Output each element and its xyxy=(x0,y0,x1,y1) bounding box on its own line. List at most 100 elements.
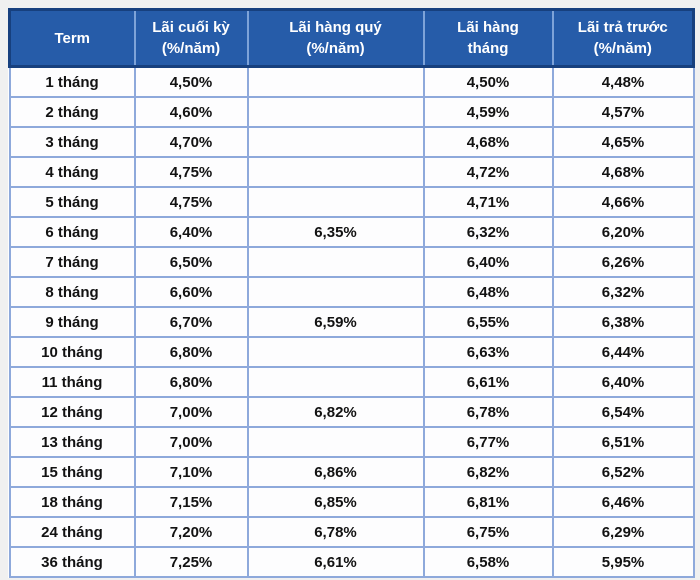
table-row: 4 tháng 4,75% 4,72% 4,68% xyxy=(8,156,695,188)
table-row: 6 tháng 6,40% 6,35% 6,32% 6,20% xyxy=(8,216,695,248)
lai-hang-thang-cell: 6,75% xyxy=(422,516,554,548)
column-header-term: Term xyxy=(8,8,136,68)
term-cell: 3 tháng xyxy=(8,126,136,158)
lai-hang-thang-cell: 6,63% xyxy=(422,336,554,368)
column-header-lai-hang-quy: Lãi hàng quý (%/năm) xyxy=(246,8,425,68)
lai-hang-thang-cell: 4,68% xyxy=(422,126,554,158)
table-row: 7 tháng 6,50% 6,40% 6,26% xyxy=(8,246,695,278)
term-cell: 5 tháng xyxy=(8,186,136,218)
lai-cuoi-ky-cell: 6,60% xyxy=(133,276,249,308)
term-cell: 11 tháng xyxy=(8,366,136,398)
lai-cuoi-ky-cell: 7,00% xyxy=(133,396,249,428)
term-cell: 1 tháng xyxy=(8,65,136,98)
lai-hang-thang-cell: 4,59% xyxy=(422,96,554,128)
lai-hang-quy-cell: 6,82% xyxy=(246,396,425,428)
lai-tra-truoc-cell: 6,38% xyxy=(551,306,695,338)
column-header-unit: (%/năm) xyxy=(306,40,365,57)
lai-cuoi-ky-cell: 4,75% xyxy=(133,156,249,188)
column-header-lai-cuoi-ky: Lãi cuối kỳ (%/năm) xyxy=(133,8,249,68)
term-cell: 24 tháng xyxy=(8,516,136,548)
lai-hang-quy-cell xyxy=(246,96,425,128)
table-row: 9 tháng 6,70% 6,59% 6,55% 6,38% xyxy=(8,306,695,338)
table-row: 18 tháng 7,15% 6,85% 6,81% 6,46% xyxy=(8,486,695,518)
lai-tra-truoc-cell: 4,68% xyxy=(551,156,695,188)
term-cell: 15 tháng xyxy=(8,456,136,488)
lai-tra-truoc-cell: 4,65% xyxy=(551,126,695,158)
lai-cuoi-ky-cell: 7,25% xyxy=(133,546,249,578)
column-header-unit: (%/năm) xyxy=(593,40,652,57)
interest-rate-table: Term Lãi cuối kỳ (%/năm) Lãi hàng quý (%/năm… xyxy=(8,8,695,578)
column-header-label: Lãi trả trước xyxy=(577,19,668,36)
table-row: 12 tháng 7,00% 6,82% 6,78% 6,54% xyxy=(8,396,695,428)
table-row: 8 tháng 6,60% 6,48% 6,32% xyxy=(8,276,695,308)
lai-hang-thang-cell: 6,40% xyxy=(422,246,554,278)
lai-cuoi-ky-cell: 4,75% xyxy=(133,186,249,218)
term-cell: 10 tháng xyxy=(8,336,136,368)
column-header-unit: (%/năm) xyxy=(161,40,221,57)
lai-tra-truoc-cell: 6,20% xyxy=(551,216,695,248)
lai-tra-truoc-cell: 6,51% xyxy=(551,426,695,458)
lai-hang-quy-cell: 6,59% xyxy=(246,306,425,338)
term-cell: 12 tháng xyxy=(8,396,136,428)
column-header-label: Term xyxy=(54,29,91,47)
lai-hang-thang-cell: 6,77% xyxy=(422,426,554,458)
term-cell: 7 tháng xyxy=(8,246,136,278)
term-cell: 6 tháng xyxy=(8,216,136,248)
lai-tra-truoc-cell: 5,95% xyxy=(551,546,695,578)
lai-hang-quy-cell xyxy=(246,426,425,458)
table-row: 10 tháng 6,80% 6,63% 6,44% xyxy=(8,336,695,368)
lai-tra-truoc-cell: 6,52% xyxy=(551,456,695,488)
lai-tra-truoc-cell: 6,32% xyxy=(551,276,695,308)
lai-cuoi-ky-cell: 4,60% xyxy=(133,96,249,128)
interest-rate-table-wrapper: Term Lãi cuối kỳ (%/năm) Lãi hàng quý (%/năm… xyxy=(8,8,695,578)
term-cell: 13 tháng xyxy=(8,426,136,458)
lai-tra-truoc-cell: 6,54% xyxy=(551,396,695,428)
lai-tra-truoc-cell: 6,40% xyxy=(551,366,695,398)
table-body: 1 tháng 4,50% 4,50% 4,48% 2 tháng 4,60% 4,59% 4… xyxy=(8,65,695,578)
header-row: Term Lãi cuối kỳ (%/năm) Lãi hàng quý (%/năm… xyxy=(8,8,695,68)
lai-cuoi-ky-cell: 6,80% xyxy=(133,366,249,398)
lai-hang-quy-cell: 6,86% xyxy=(246,456,425,488)
lai-hang-quy-cell xyxy=(246,186,425,218)
term-cell: 2 tháng xyxy=(8,96,136,128)
lai-hang-quy-cell xyxy=(246,156,425,188)
lai-tra-truoc-cell: 4,66% xyxy=(551,186,695,218)
lai-hang-quy-cell xyxy=(246,65,425,98)
column-header-label: Lãi hàng tháng xyxy=(457,19,519,57)
lai-cuoi-ky-cell: 7,15% xyxy=(133,486,249,518)
lai-hang-thang-cell: 4,72% xyxy=(422,156,554,188)
lai-hang-thang-cell: 6,55% xyxy=(422,306,554,338)
term-cell: 9 tháng xyxy=(8,306,136,338)
lai-tra-truoc-cell: 4,57% xyxy=(551,96,695,128)
table-row: 13 tháng 7,00% 6,77% 6,51% xyxy=(8,426,695,458)
lai-hang-quy-cell xyxy=(246,126,425,158)
lai-tra-truoc-cell: 6,46% xyxy=(551,486,695,518)
lai-hang-quy-cell: 6,61% xyxy=(246,546,425,578)
column-header-lai-hang-thang: Lãi hàng tháng xyxy=(422,8,554,68)
lai-cuoi-ky-cell: 4,70% xyxy=(133,126,249,158)
lai-cuoi-ky-cell: 7,10% xyxy=(133,456,249,488)
lai-hang-thang-cell: 4,71% xyxy=(422,186,554,218)
lai-hang-thang-cell: 6,78% xyxy=(422,396,554,428)
table-row: 11 tháng 6,80% 6,61% 6,40% xyxy=(8,366,695,398)
lai-hang-quy-cell xyxy=(246,246,425,278)
table-row: 1 tháng 4,50% 4,50% 4,48% xyxy=(8,65,695,98)
lai-tra-truoc-cell: 6,44% xyxy=(551,336,695,368)
lai-cuoi-ky-cell: 6,40% xyxy=(133,216,249,248)
lai-hang-thang-cell: 6,61% xyxy=(422,366,554,398)
column-header-label: Lãi cuối kỳ xyxy=(152,19,230,36)
lai-tra-truoc-cell: 4,48% xyxy=(551,65,695,98)
column-header-label: Lãi hàng quý xyxy=(289,19,382,36)
table-row: 2 tháng 4,60% 4,59% 4,57% xyxy=(8,96,695,128)
lai-hang-quy-cell: 6,85% xyxy=(246,486,425,518)
lai-cuoi-ky-cell: 6,50% xyxy=(133,246,249,278)
lai-cuoi-ky-cell: 7,20% xyxy=(133,516,249,548)
table-row: 5 tháng 4,75% 4,71% 4,66% xyxy=(8,186,695,218)
table-header: Term Lãi cuối kỳ (%/năm) Lãi hàng quý (%/năm… xyxy=(8,8,695,68)
lai-hang-thang-cell: 6,32% xyxy=(422,216,554,248)
lai-hang-thang-cell: 6,48% xyxy=(422,276,554,308)
lai-hang-thang-cell: 6,81% xyxy=(422,486,554,518)
term-cell: 4 tháng xyxy=(8,156,136,188)
lai-tra-truoc-cell: 6,26% xyxy=(551,246,695,278)
